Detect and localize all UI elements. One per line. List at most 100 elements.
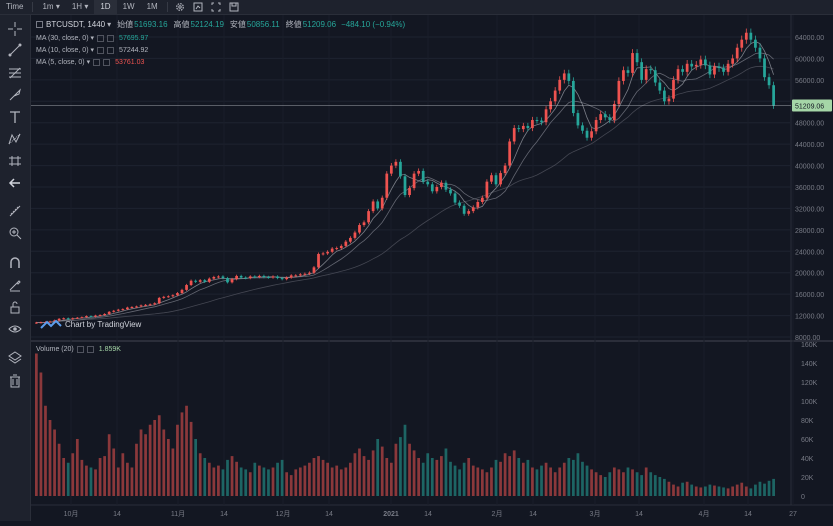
ruler-icon[interactable] [7,203,23,219]
legend-toggle-icon[interactable] [36,21,43,28]
candle-body [85,316,88,318]
close-icon[interactable] [103,58,111,66]
chevron-down-icon[interactable]: ▾ [90,35,95,42]
low-value: 50856.11 [246,20,280,29]
volume-bar [276,462,279,496]
ma10-legend[interactable]: MA (10, close, 0) ▾ 57244.92 [36,46,148,54]
volume-legend[interactable]: Volume (20) 1.859K [36,346,121,353]
volume-bar [39,372,43,496]
candle-body [257,275,261,277]
back-arrow-icon[interactable] [7,175,23,191]
close-icon[interactable] [86,346,94,353]
volume-bar [772,478,775,496]
lock-icon[interactable] [7,299,23,315]
volume-bar [694,486,698,496]
trash-icon[interactable] [7,373,23,389]
candle-body [758,47,762,59]
volume-bar [485,472,489,496]
volume-bar [449,461,452,496]
volume-bar [440,456,443,496]
interval-1m[interactable]: 1m ▾ [42,2,60,11]
fullscreen-icon[interactable] [209,0,223,14]
magnet-icon[interactable] [7,255,23,271]
volume-bar [157,415,161,496]
volume-bar [394,443,398,496]
volume-bar [731,486,735,496]
close-icon[interactable] [107,34,115,42]
settings-icon[interactable] [97,34,105,42]
settings-icon[interactable] [97,46,105,54]
volume-tick-label: 80K [801,418,814,425]
interval-1mo[interactable]: 1M [146,2,158,11]
close-icon[interactable] [107,46,115,54]
candle-body [308,272,311,274]
volume-bar [480,469,484,496]
settings-icon[interactable] [93,58,101,66]
candle-body [221,276,225,279]
last-price-line: 51209.06 [31,99,832,112]
volume-bar [130,467,134,496]
candle-body [444,182,448,190]
price-tick-label: 20000.00 [795,271,824,278]
volume-bar [699,487,703,496]
volume-bar [98,458,102,496]
layers-icon[interactable] [7,349,23,365]
chevron-down-icon[interactable]: ▾ [107,20,112,29]
volume-bar [380,446,384,496]
brush-icon[interactable] [7,87,23,103]
tradingview-logo-icon [40,319,62,329]
candle-body [203,280,207,282]
volume-label: Volume (20) [36,346,74,353]
candle-body [267,277,270,278]
trend-line-icon[interactable] [7,42,23,58]
time-tick-label: 10月 [64,510,79,518]
volume-bar [717,486,721,496]
chart-canvas[interactable]: 64000.0060000.0056000.0052000.0048000.00… [31,15,833,521]
time-tick-label: 11月 [171,510,185,518]
candle-body [590,131,593,138]
pattern-icon[interactable] [7,131,23,147]
ma10-label: MA (10, close, 0) [36,46,89,54]
chart-area[interactable]: 64000.0060000.0056000.0052000.0048000.00… [31,15,833,521]
price-tick-label: 28000.00 [795,228,824,235]
candle-body [385,173,389,198]
prediction-icon[interactable] [7,153,23,169]
ma5-value: 53761.03 [115,58,145,66]
ma30-legend[interactable]: MA (30, close, 0) ▾ 57695.97 [36,34,148,42]
stay-drawing-icon[interactable] [7,277,23,293]
crosshair-icon[interactable] [7,21,23,37]
chevron-down-icon[interactable]: ▾ [86,59,91,66]
volume-bar [317,456,320,496]
volume-bar [166,439,170,496]
text-icon[interactable] [7,109,23,125]
grid [31,15,833,506]
volume-bar [126,462,129,496]
interval-1w[interactable]: 1W [122,2,135,11]
candle-body [330,248,334,252]
snapshot-icon[interactable] [191,0,205,14]
volume-bar [658,477,662,496]
zoom-in-icon[interactable] [7,225,23,241]
candle-body [485,181,489,198]
settings-icon[interactable] [76,346,84,353]
volume-bar [553,472,557,496]
candle-body [157,297,161,304]
candle-body [353,232,357,238]
candle-body [285,277,289,280]
interval-1h[interactable]: 1H ▾ [71,2,89,11]
candle-body [603,114,607,118]
candle-body [226,278,229,283]
symbol-label[interactable]: BTCUSDT, 1440 [46,20,106,29]
gear-icon[interactable] [173,0,187,14]
volume-bar [57,443,61,496]
candle-body [467,211,471,214]
volume-bar [116,467,120,496]
save-icon[interactable] [227,0,241,14]
tradingview-watermark[interactable]: Chart by TradingView [40,318,141,330]
volume-bar [426,453,430,496]
fib-retracement-icon[interactable] [7,65,23,81]
eye-icon[interactable] [7,321,23,337]
ma5-legend[interactable]: MA (5, close, 0) ▾ 53761.03 [36,58,144,66]
chevron-down-icon[interactable]: ▾ [90,47,95,54]
interval-1d[interactable]: 1D [94,0,117,14]
